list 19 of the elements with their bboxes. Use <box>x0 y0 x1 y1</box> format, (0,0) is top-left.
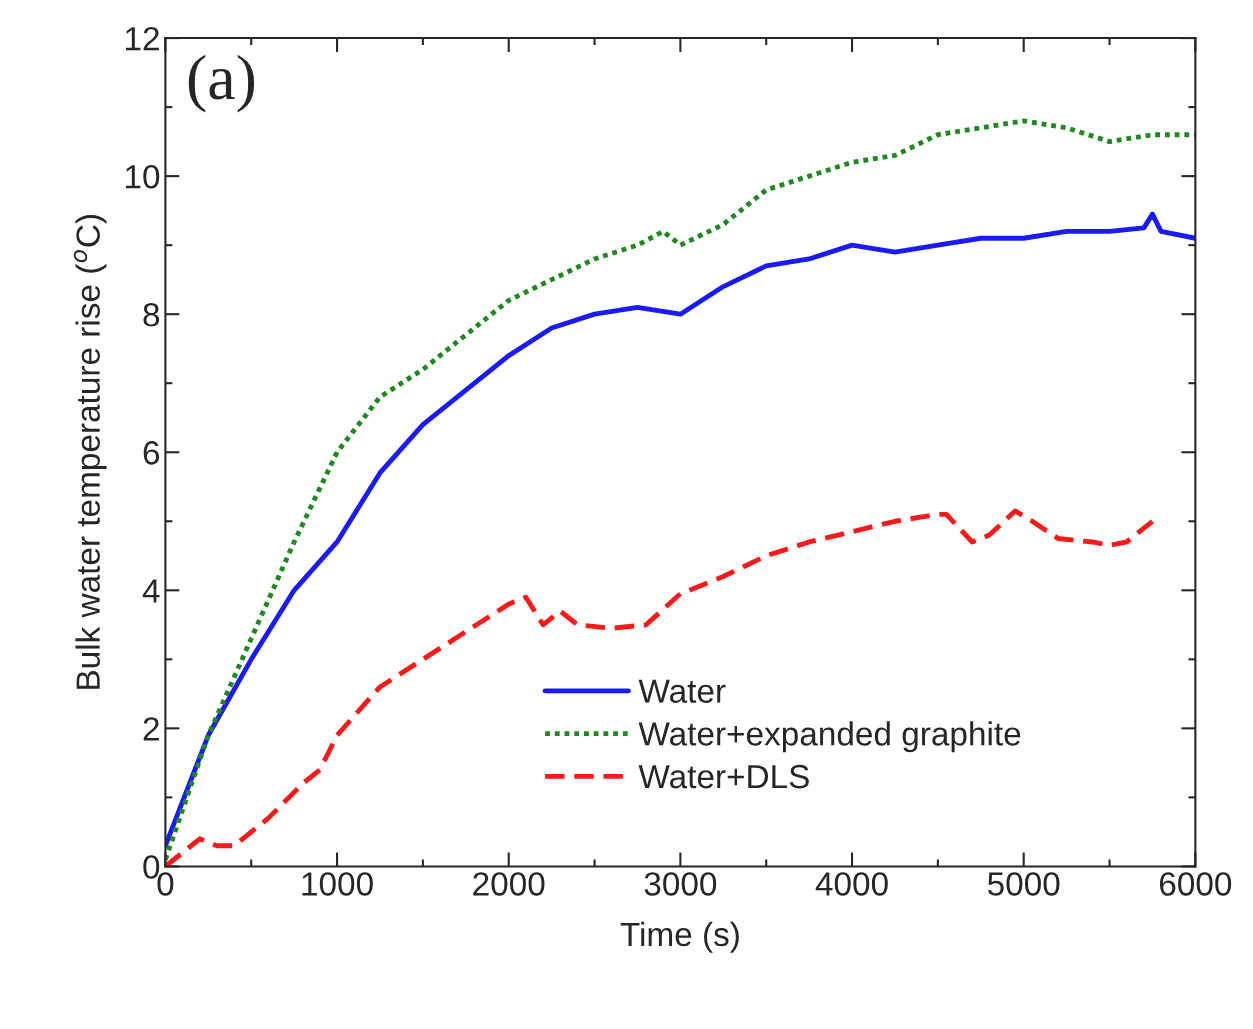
x-tick-label: 3000 <box>644 872 717 896</box>
y-axis-title: Bulk water temperature rise ($^{o}$C) <box>73 215 107 689</box>
y-tick-label: 6 <box>143 441 160 465</box>
x-tick-label: 1000 <box>302 872 373 896</box>
x-tick-label: 4000 <box>815 872 888 896</box>
y-tick-label: 8 <box>143 302 160 327</box>
x-tick-label: 6000 <box>1159 872 1232 896</box>
y-tick-label: 4 <box>142 579 160 603</box>
legend-label: Water+DLS <box>638 764 809 789</box>
legend-label: Water <box>638 679 726 703</box>
x-axis-title: Time (s) <box>620 921 739 953</box>
y-tick-label: 10 <box>126 164 160 189</box>
x-tick-label: 2000 <box>473 872 545 896</box>
legend-label: Water+expanded graphite <box>638 721 1021 753</box>
y-tick-label: 2 <box>143 717 159 741</box>
y-tick-label: 12 <box>126 26 159 51</box>
x-tick-label: 5000 <box>987 872 1060 896</box>
annotation: (a) <box>188 54 255 113</box>
line-series <box>165 508 1155 867</box>
